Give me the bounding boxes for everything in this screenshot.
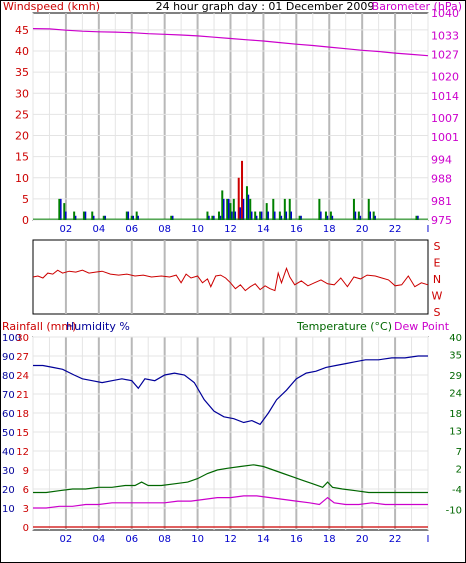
climate-hour-tick-label: 10 [191, 534, 204, 545]
rainfall-tick-label: 30 [16, 333, 29, 344]
windspeed-tick-label: 20 [15, 130, 29, 143]
windspeed-tick-label: 10 [15, 172, 29, 185]
windspeed-tick-label: 25 [15, 108, 29, 121]
hour-tick-label: I [427, 224, 430, 235]
wind-direction-series-line [32, 266, 429, 292]
rainfall-tick-label: 15 [16, 428, 29, 439]
windspeed-tick-label: 5 [22, 193, 29, 206]
direction-tick-label: S [434, 306, 441, 319]
climate-hour-tick-label: 20 [356, 534, 369, 545]
windspeed-tick-label: 45 [15, 24, 29, 37]
barometer-tick-label: 981 [431, 195, 452, 208]
temperature-tick-label: 7 [456, 447, 462, 458]
temperature-axis-label: Temperature (°C) [296, 320, 392, 333]
barometer-tick-label: 988 [431, 173, 452, 186]
direction-tick-label: N [433, 273, 441, 286]
rainfall-tick-label: 21 [16, 390, 29, 401]
humidity-tick-label: 60 [2, 409, 15, 420]
climate-hour-tick-label: 14 [257, 534, 270, 545]
dewpoint-axis-label: Dew Point [394, 320, 450, 333]
climate-hour-tick-label: 04 [92, 534, 105, 545]
humidity-tick-label: 70 [2, 390, 15, 401]
hour-tick-label: 20 [356, 224, 369, 235]
rainfall-tick-label: 12 [16, 447, 29, 458]
humidity-tick-label: 20 [2, 485, 15, 496]
direction-tick-label: E [434, 257, 441, 270]
barometer-tick-label: 1014 [431, 90, 459, 103]
temperature-tick-label: 35 [449, 350, 462, 361]
barometer-series-line [32, 28, 429, 57]
hour-tick-label: 06 [125, 224, 138, 235]
barometer-tick-label: 1033 [431, 29, 459, 42]
barometer-axis-label: Barometer (hPa) [372, 0, 462, 13]
hour-tick-label: 18 [323, 224, 336, 235]
rainfall-tick-label: 0 [23, 523, 29, 534]
humidity-axis-label: Humidity % [66, 320, 130, 333]
rainfall-tick-label: 3 [23, 504, 29, 515]
hour-tick-label: 10 [191, 224, 204, 235]
wind-barometer-panel: 0 5 10 15 20 25 30 35 40 45 975 981 988 994 1001 1007 10… [15, 7, 459, 235]
barometer-tick-label: 1040 [431, 7, 459, 20]
temperature-tick-label: -4 [452, 485, 462, 496]
temperature-humidity-panel: 102030405060708090100036912151821242730-… [2, 333, 462, 545]
humidity-tick-label: 30 [2, 466, 15, 477]
windspeed-axis-label: Windspeed (kmh) [3, 0, 100, 13]
barometer-tick-label: 1020 [431, 71, 459, 84]
rainfall-axis-label: Rainfall (mm) [2, 320, 76, 333]
climate-hour-tick-label: 06 [125, 534, 138, 545]
windspeed-tick-label: 0 [22, 214, 29, 227]
rainfall-tick-label: 9 [23, 466, 29, 477]
temperature-tick-label: 13 [449, 426, 462, 437]
climate-hour-tick-label: I [427, 534, 430, 545]
direction-tick-label: S [434, 240, 441, 253]
temperature-tick-label: 2 [456, 464, 462, 475]
temperature-tick-label: 18 [449, 409, 462, 420]
humidity-series-line [33, 355, 428, 426]
temperature-tick-label: 24 [449, 388, 462, 399]
humidity-tick-label: 100 [2, 333, 21, 344]
temperature-series-line [33, 464, 428, 494]
rainfall-tick-label: 18 [16, 409, 29, 420]
climate-hour-tick-label: 16 [290, 534, 303, 545]
chart-title: 24 hour graph day : 01 December 2009 [156, 0, 375, 13]
humidity-tick-label: 80 [2, 371, 15, 382]
climate-hour-tick-label: 18 [323, 534, 336, 545]
climate-hour-tick-label: 08 [158, 534, 171, 545]
barometer-tick-label: 994 [431, 153, 452, 166]
windspeed-tick-label: 40 [15, 45, 29, 58]
windspeed-tick-label: 15 [15, 151, 29, 164]
windspeed-tick-label: 35 [15, 66, 29, 79]
climate-hour-tick-label: 12 [224, 534, 237, 545]
hour-tick-label: 16 [290, 224, 303, 235]
hour-tick-label: 22 [389, 224, 402, 235]
rainfall-tick-label: 6 [23, 485, 29, 496]
direction-tick-label: W [432, 290, 443, 303]
barometer-tick-label: 1007 [431, 112, 459, 125]
hour-tick-label: 02 [60, 224, 73, 235]
barometer-tick-label: 1001 [431, 131, 459, 144]
temperature-tick-label: 29 [449, 371, 462, 382]
hour-tick-label: 14 [257, 224, 270, 235]
humidity-tick-label: 10 [2, 504, 15, 515]
barometer-tick-label: 975 [431, 214, 452, 227]
hour-tick-label: 04 [92, 224, 105, 235]
hour-tick-label: 12 [224, 224, 237, 235]
rainfall-tick-label: 24 [16, 371, 29, 382]
humidity-tick-label: 40 [2, 447, 15, 458]
climate-hour-tick-label: 22 [389, 534, 402, 545]
dewpoint-series-line [33, 495, 428, 509]
barometer-tick-label: 1027 [431, 48, 459, 61]
hour-tick-label: 08 [158, 224, 171, 235]
rainfall-tick-label: 27 [16, 352, 29, 363]
humidity-tick-label: 90 [2, 352, 15, 363]
windspeed-tick-label: 30 [15, 87, 29, 100]
temperature-tick-label: -10 [446, 506, 462, 517]
humidity-tick-label: 50 [2, 428, 15, 439]
temperature-tick-label: 40 [449, 333, 462, 344]
climate-hour-tick-label: 02 [60, 534, 73, 545]
